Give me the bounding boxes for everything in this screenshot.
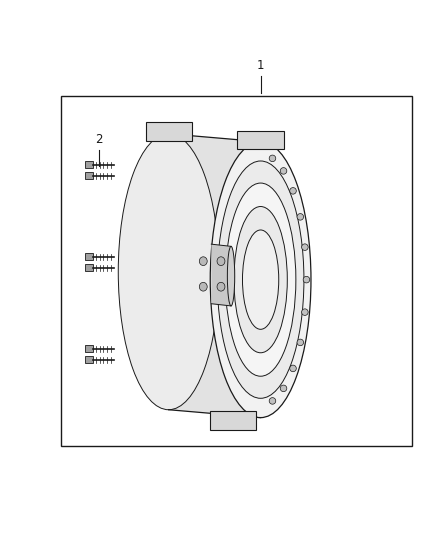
Ellipse shape xyxy=(118,134,219,410)
Bar xyxy=(85,264,93,271)
Ellipse shape xyxy=(234,206,287,353)
Circle shape xyxy=(290,188,296,194)
Circle shape xyxy=(297,214,304,220)
Bar xyxy=(237,131,284,149)
Circle shape xyxy=(280,385,287,392)
Bar xyxy=(210,411,256,430)
Circle shape xyxy=(269,398,276,404)
Text: 2: 2 xyxy=(95,133,102,146)
Circle shape xyxy=(297,339,304,346)
Ellipse shape xyxy=(199,282,207,291)
Ellipse shape xyxy=(199,257,207,265)
Ellipse shape xyxy=(243,230,279,329)
Bar xyxy=(85,253,93,260)
Polygon shape xyxy=(211,244,231,306)
Ellipse shape xyxy=(217,161,304,398)
Circle shape xyxy=(302,244,308,251)
Text: 1: 1 xyxy=(257,59,265,71)
Bar xyxy=(85,172,93,179)
Ellipse shape xyxy=(225,183,296,376)
Ellipse shape xyxy=(217,282,225,291)
Ellipse shape xyxy=(227,246,235,306)
Bar xyxy=(85,356,93,363)
Polygon shape xyxy=(169,134,261,418)
Ellipse shape xyxy=(210,142,311,418)
Ellipse shape xyxy=(217,257,225,265)
Circle shape xyxy=(302,309,308,316)
Circle shape xyxy=(269,155,276,161)
Bar xyxy=(61,96,412,446)
Circle shape xyxy=(280,167,287,174)
Bar xyxy=(85,161,93,168)
Bar xyxy=(85,345,93,352)
Circle shape xyxy=(290,365,296,372)
Circle shape xyxy=(303,276,310,283)
Bar xyxy=(145,123,192,141)
